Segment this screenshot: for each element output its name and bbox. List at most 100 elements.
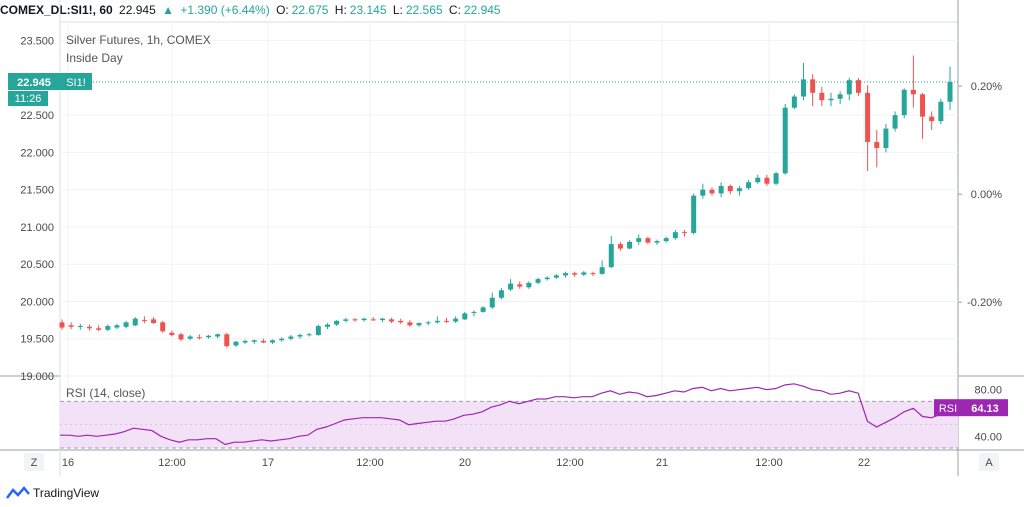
candle-body [498,290,504,298]
z-button[interactable] [24,453,44,471]
candle-body [215,334,221,337]
candle-body [324,324,330,327]
high-label: H: [334,3,347,17]
price-tick-label: 22.500 [20,110,54,122]
rsi-tag-name: RSI [939,403,957,415]
percent-tick-label: 0.00% [971,189,1002,201]
candle-body [746,182,752,189]
change-arrow-icon: ▲ [162,3,174,17]
candle-body [178,334,184,340]
candle-body [883,128,889,148]
countdown-box [8,90,48,106]
countdown-text: 11:26 [15,93,42,105]
candle-body [187,336,193,339]
high-value: 23.145 [349,3,387,17]
candle-body [855,80,861,93]
candle-body [892,115,898,129]
candle-body [682,232,688,234]
close-value: 22.945 [463,3,501,17]
rsi-tag-value-box [962,399,1008,417]
candle-body [77,326,83,328]
last-price: 22.945 [119,3,156,17]
rsi-pane[interactable] [60,383,958,449]
candle-body [68,325,74,327]
a-button-label: A [985,457,993,469]
candle-body [288,336,294,339]
candle-body [123,322,129,327]
chart-title: Silver Futures, 1h, COMEX [66,33,211,47]
candle-body [782,107,788,174]
close-label: C: [448,3,461,17]
candle-body [471,311,477,313]
candle-body [709,189,715,194]
candle-body [151,319,157,324]
candle-body [379,318,385,321]
candlestick-series[interactable] [59,55,959,348]
candle-body [352,319,358,321]
candle-body [196,337,202,339]
candle-body [141,320,147,322]
candle-body [453,318,459,322]
candle-body [389,319,395,322]
grid-lines [0,0,1024,476]
candle-body [361,318,367,321]
symbol-label[interactable]: COMEX_DL:SI1!, 60 [0,3,113,17]
candle-body [205,335,211,338]
candle-body [581,272,587,275]
candle-body [526,282,532,288]
candle-body [819,92,825,101]
brand-name[interactable]: TradingView [33,486,100,500]
z-button-label: Z [31,457,38,469]
candle-body [572,273,578,275]
candle-body [59,322,65,328]
candle-body [672,232,678,239]
candle-body [343,319,349,321]
candle-body [489,297,495,308]
time-tick-label: 20 [459,457,471,469]
candle-body [315,326,321,336]
time-tick-label: 17 [262,457,274,469]
candle-body [608,244,614,268]
price-tick-label: 20.500 [20,259,54,271]
price-pane-frame [59,21,959,377]
candle-body [242,340,248,343]
symbol-tag-box [60,72,92,90]
rsi-tick-label: 80.00 [974,385,1002,397]
open-value: 22.675 [291,3,329,17]
rsi-tag-value: 64.13 [971,403,999,415]
candle-body [416,323,422,326]
time-tick-label: 12:00 [755,457,783,469]
a-button[interactable] [979,453,999,471]
candle-body [508,283,514,290]
price-tags: 22.945 SI1! 11:26 RSI 64.13 [8,72,1008,417]
candle-body [910,89,916,95]
price-tick-label: 19.000 [20,371,54,383]
candle-body [334,320,340,325]
candle-body [114,325,120,328]
candle-body [837,94,843,99]
candle-body [736,188,742,192]
candle-body [398,320,404,323]
candle-body [462,313,468,320]
candle-body [553,275,559,278]
candle-body [727,185,733,192]
study-label: Inside Day [66,51,123,65]
candle-body [233,341,239,346]
axes: 19.000 19.500 20.000 20.500 21.000 21.500 22.0… [20,36,1002,471]
candle-body [773,173,779,184]
candle-body [297,335,303,337]
price-tick-label: 20.000 [20,296,54,308]
candle-body [544,277,550,280]
candle-body [279,338,285,341]
candle-body [86,326,92,329]
candle-body [260,340,266,343]
time-tick-label: 22 [858,457,870,469]
candle-body [306,334,312,336]
candle-body [828,98,834,101]
candle-body [105,326,111,330]
candle-body [480,307,486,312]
candle-body [791,96,797,108]
candle-body [251,340,257,342]
symbol-header: COMEX_DL:SI1!, 60 22.945 ▲ +1.390 (+6.44… [0,0,1024,20]
